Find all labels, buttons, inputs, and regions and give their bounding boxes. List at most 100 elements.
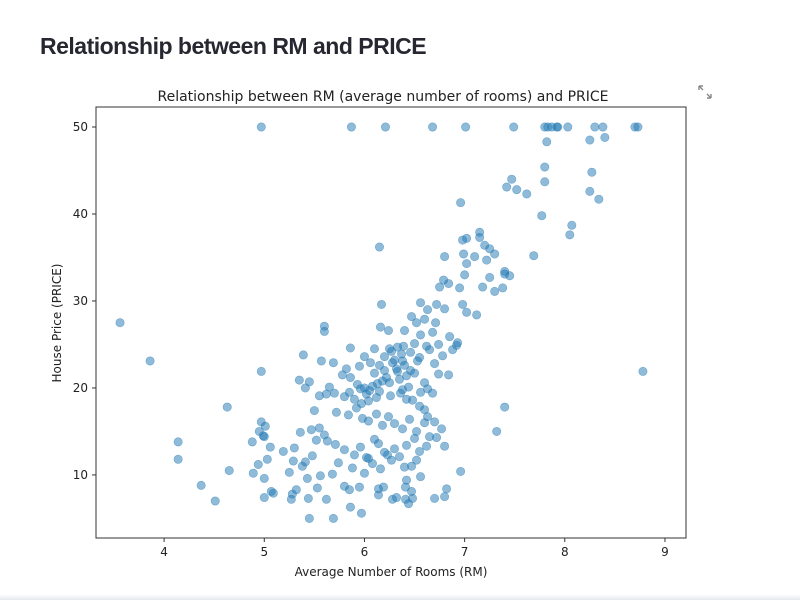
data-point [598, 122, 608, 132]
data-point [298, 350, 308, 360]
data-point [529, 251, 539, 261]
data-point [378, 482, 388, 492]
x-axis-label: Average Number of Rooms (RM) [295, 565, 488, 579]
data-point [314, 391, 324, 401]
data-point [247, 437, 257, 447]
data-point [460, 270, 470, 280]
data-point [304, 377, 314, 387]
data-point [377, 420, 387, 430]
data-point [384, 378, 394, 388]
data-point [505, 271, 515, 281]
data-point [440, 441, 450, 451]
data-point [387, 346, 397, 356]
data-point [401, 482, 411, 492]
data-point [432, 299, 442, 309]
data-point [396, 388, 406, 398]
data-point [461, 122, 471, 132]
data-point [222, 402, 232, 412]
data-point [373, 439, 383, 449]
data-point [422, 441, 432, 451]
data-point [440, 492, 450, 502]
data-point [423, 412, 433, 422]
data-point [369, 344, 379, 354]
data-point [304, 513, 314, 523]
data-point [428, 388, 438, 398]
data-point [295, 427, 305, 437]
data-point [319, 326, 329, 336]
data-point [410, 368, 420, 378]
data-point [374, 242, 384, 252]
data-point [402, 394, 412, 404]
data-point [373, 490, 383, 500]
bottom-divider [0, 594, 800, 600]
data-point [410, 433, 420, 443]
data-point [565, 230, 575, 240]
data-point [383, 326, 393, 336]
data-point [253, 459, 263, 469]
x-tick-label: 9 [661, 545, 669, 559]
data-point [173, 437, 183, 447]
x-tick-label: 8 [561, 545, 569, 559]
data-point [268, 488, 278, 498]
data-point [259, 493, 269, 503]
data-point [512, 185, 522, 195]
page-title: Relationship between RM and PRICE [40, 33, 427, 59]
data-point [420, 314, 430, 324]
data-point [341, 364, 351, 374]
expand-icon[interactable] [697, 84, 713, 100]
data-point [345, 373, 355, 383]
data-point [278, 446, 288, 456]
data-point [500, 402, 510, 412]
data-point [363, 416, 373, 426]
data-point [470, 252, 480, 262]
data-point [438, 351, 448, 361]
data-point [490, 286, 500, 296]
data-point [492, 426, 502, 436]
data-point [434, 369, 444, 379]
data-point [333, 458, 343, 468]
data-point [399, 341, 409, 351]
data-point [256, 122, 266, 132]
data-point [442, 484, 452, 494]
data-point [430, 417, 440, 427]
data-point [379, 352, 389, 362]
data-point [482, 255, 492, 265]
data-point [331, 407, 341, 417]
data-point [339, 445, 349, 455]
data-point [354, 482, 364, 492]
data-point [434, 339, 444, 349]
data-point [522, 189, 532, 199]
data-point [284, 467, 294, 477]
data-point [563, 122, 573, 132]
data-point [416, 298, 426, 308]
data-point [254, 426, 264, 436]
data-point [306, 425, 316, 435]
data-point [400, 326, 410, 336]
x-tick-label: 6 [361, 545, 369, 559]
data-point [383, 412, 393, 422]
data-point [375, 322, 385, 332]
data-point [400, 360, 410, 370]
data-point [343, 410, 353, 420]
data-point [322, 436, 332, 446]
data-point [440, 252, 450, 262]
data-point [262, 454, 272, 464]
data-point [395, 452, 405, 462]
data-point [402, 440, 412, 450]
chart-title: Relationship between RM (average number … [157, 89, 608, 105]
data-point [416, 330, 426, 340]
data-point [428, 327, 438, 337]
data-point [311, 435, 321, 445]
data-point [330, 439, 340, 449]
data-point [345, 502, 355, 512]
data-point [369, 368, 379, 378]
data-point [259, 473, 269, 483]
data-point [448, 345, 458, 355]
y-tick-label: 40 [73, 207, 88, 221]
y-axis-label: House Price (PRICE) [50, 264, 64, 383]
data-point [393, 366, 403, 376]
x-tick-label: 7 [461, 545, 469, 559]
data-point [459, 249, 469, 259]
data-point [478, 282, 488, 292]
data-point [412, 455, 422, 465]
